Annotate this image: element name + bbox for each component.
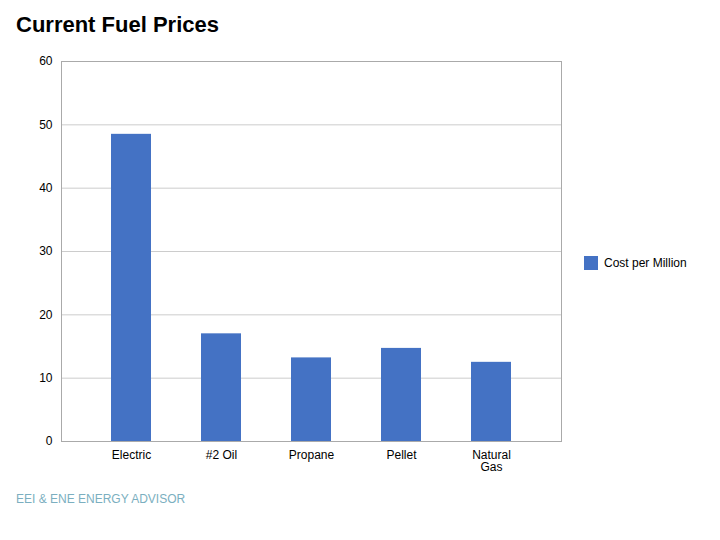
svg-text:50: 50 xyxy=(39,118,53,132)
svg-text:Pellet: Pellet xyxy=(386,448,417,462)
svg-text:Propane: Propane xyxy=(289,448,335,462)
svg-text:30: 30 xyxy=(39,244,53,258)
svg-text:#2 Oil: #2 Oil xyxy=(206,448,237,462)
svg-text:0: 0 xyxy=(46,434,53,448)
html-text:Current Fuel Prices: Current Fuel Prices xyxy=(16,12,219,37)
html-text:EEI & ENE ENERGY ADVISOR: EEI & ENE ENERGY ADVISOR xyxy=(16,492,186,506)
svg-text:Electric: Electric xyxy=(112,448,151,462)
svg-text:60: 60 xyxy=(39,54,53,68)
svg-text:20: 20 xyxy=(39,308,53,322)
svg-text:NaturalGas: NaturalGas xyxy=(472,448,511,474)
svg-text:10: 10 xyxy=(39,371,53,385)
svg-text:40: 40 xyxy=(39,181,53,195)
html-text:Cost per Million: Cost per Million xyxy=(604,256,687,270)
